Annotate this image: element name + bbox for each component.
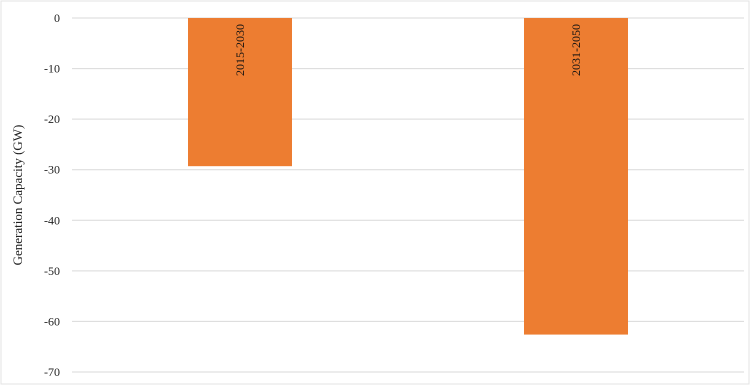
y-tick-label: -70	[44, 365, 60, 379]
bar-labels: 2015-2030 2031-2050	[233, 24, 583, 76]
y-tick-label: -30	[44, 163, 60, 177]
y-tick-label: -50	[44, 264, 60, 278]
bar-category-label: 2015-2030	[233, 24, 247, 76]
bars	[188, 18, 628, 335]
y-tick-label: -10	[44, 62, 60, 76]
y-tick-label: -40	[44, 213, 60, 227]
bar-category-label: 2031-2050	[569, 24, 583, 76]
y-tick-label: 0	[54, 11, 60, 25]
gridlines	[72, 17, 744, 373]
y-axis-label: Generation Capacity (GW)	[10, 125, 25, 266]
y-axis-ticks: 0 -10 -20 -30 -40 -50 -60 -70	[44, 11, 60, 379]
bar-2031-2050	[524, 18, 628, 335]
bar-2015-2030	[188, 18, 292, 167]
y-tick-label: -20	[44, 112, 60, 126]
y-tick-label: -60	[44, 314, 60, 328]
